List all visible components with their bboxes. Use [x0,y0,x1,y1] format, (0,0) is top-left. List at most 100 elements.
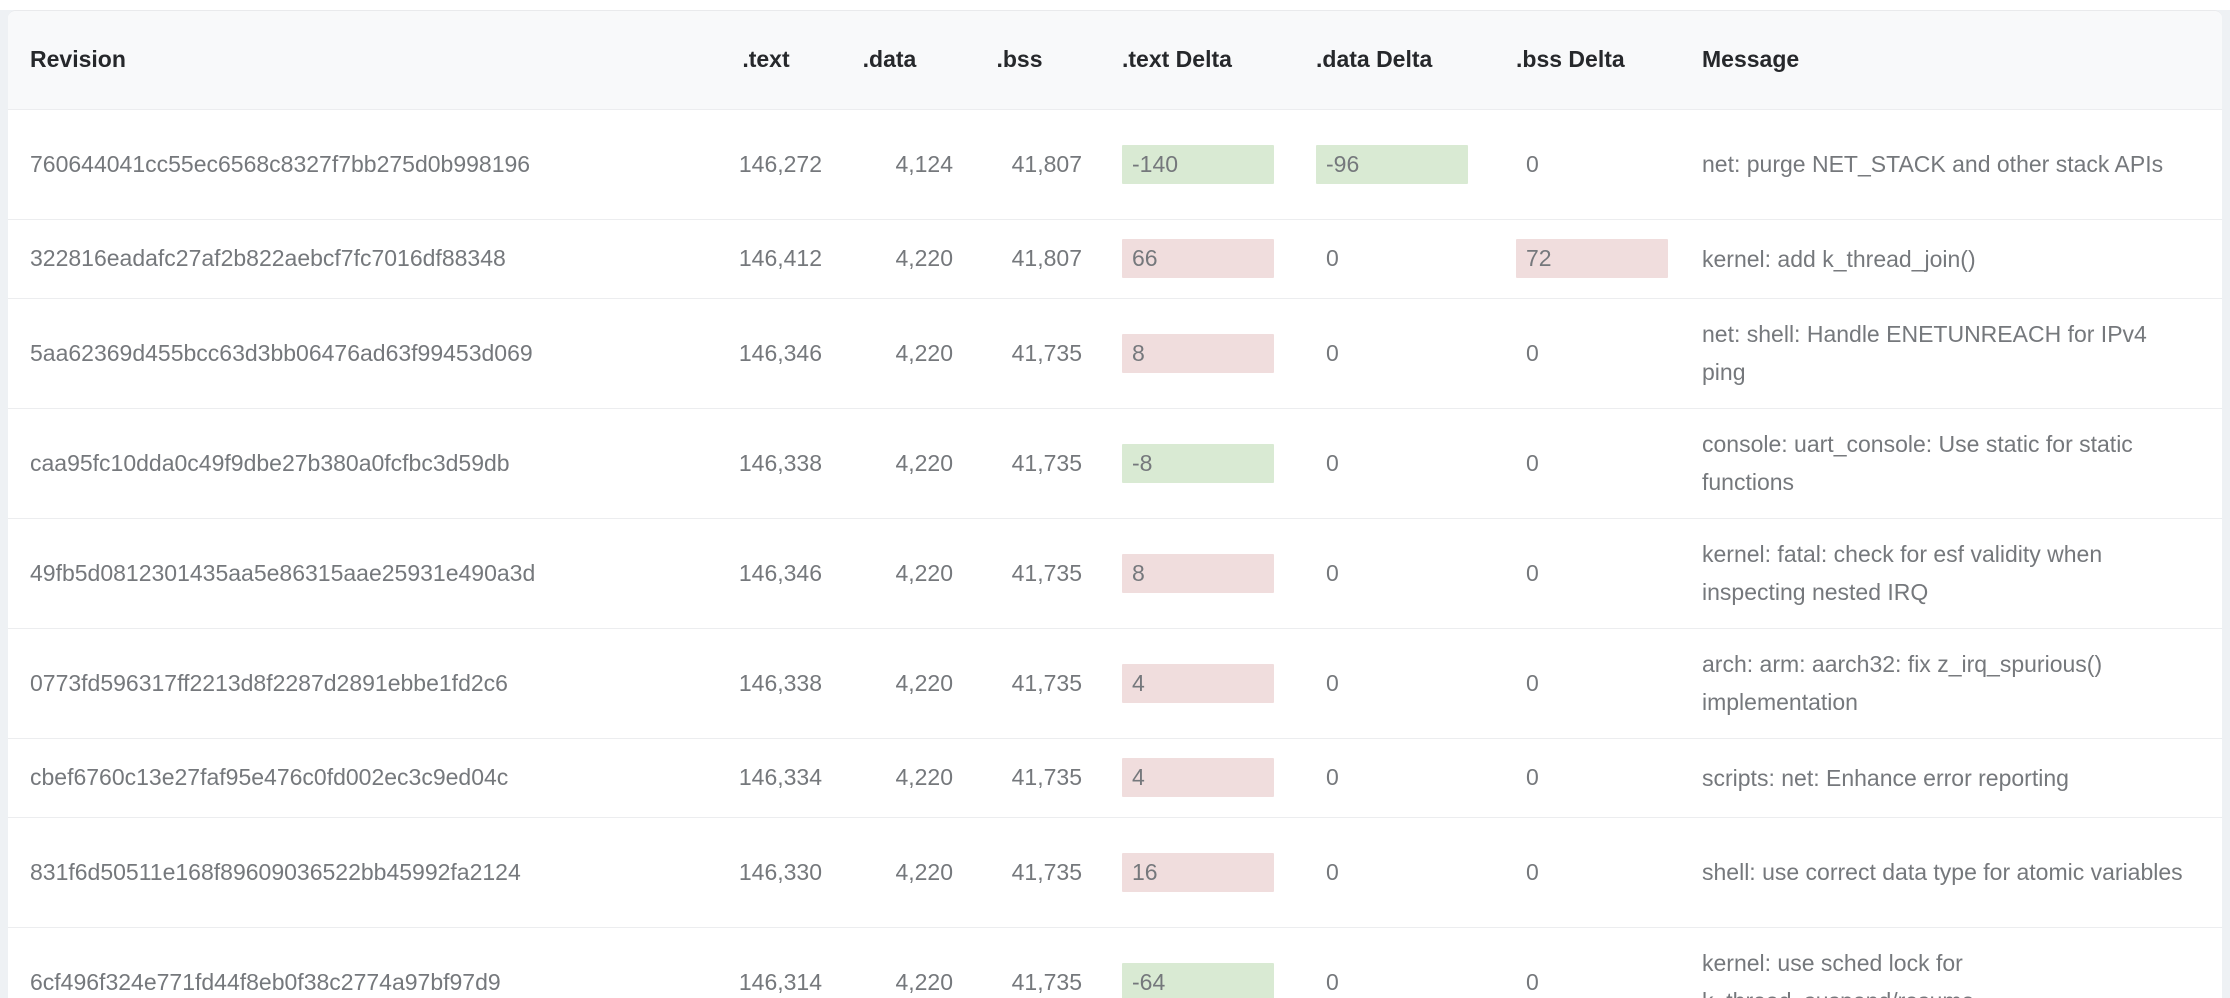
text-size-cell: 146,314 [708,926,824,998]
data-delta-badge: 0 [1326,339,1339,366]
table-row[interactable]: 0773fd596317ff2213d8f2287d2891ebbe1fd2c6… [8,627,2222,738]
text-size-cell: 146,346 [708,297,824,408]
data-delta-badge: 0 [1326,764,1339,790]
column-header-bss-delta: .bss Delta [1516,46,1625,73]
revision-cell[interactable]: caa95fc10dda0c49f9dbe27b380a0fcfbc3d59db [8,407,708,518]
text-delta-cell: 4 [1084,627,1300,738]
data-size-cell: 4,220 [824,407,955,518]
message-cell: kernel: add k_thread_join() [1702,218,2222,298]
table-row[interactable]: caa95fc10dda0c49f9dbe27b380a0fcfbc3d59db… [8,407,2222,518]
bss-size-cell: 41,735 [955,926,1084,998]
data-delta-badge: 0 [1326,559,1339,586]
revision-cell[interactable]: 760644041cc55ec6568c8327f7bb275d0b998196 [8,108,708,219]
table-row[interactable]: 760644041cc55ec6568c8327f7bb275d0b998196… [8,108,2222,219]
data-delta-badge: 0 [1326,669,1339,696]
revision-cell[interactable]: 5aa62369d455bcc63d3bb06476ad63f99453d069 [8,297,708,408]
bss-delta-badge: 0 [1526,559,1539,586]
text-delta-badge: 4 [1122,758,1274,797]
table-row[interactable]: 5aa62369d455bcc63d3bb06476ad63f99453d069… [8,297,2222,408]
message-cell: net: shell: Handle ENETUNREACH for IPv4 … [1702,297,2222,408]
text-delta-cell: 16 [1084,816,1300,927]
bss-delta-cell: 0 [1490,517,1702,628]
bss-delta-badge: 0 [1526,968,1539,995]
column-header-revision: Revision [30,46,126,73]
table-row[interactable]: 831f6d50511e168f89609036522bb45992fa2124… [8,816,2222,927]
data-size-cell: 4,220 [824,627,955,738]
table-row[interactable]: 6cf496f324e771fd44f8eb0f38c2774a97bf97d9… [8,926,2222,998]
message-cell: shell: use correct data type for atomic … [1702,816,2222,927]
bss-delta-cell: 0 [1490,926,1702,998]
data-delta-cell: 0 [1300,297,1490,408]
message-cell: kernel: use sched lock for k_thread_susp… [1702,926,2222,998]
text-size-cell: 146,334 [708,737,824,817]
bss-size-cell: 41,735 [955,407,1084,518]
message-cell: arch: arm: aarch32: fix z_irq_spurious()… [1702,627,2222,738]
data-delta-cell: 0 [1300,407,1490,518]
data-size-cell: 4,220 [824,218,955,298]
column-header-text-delta: .text Delta [1122,46,1232,73]
text-size-cell: 146,330 [708,816,824,927]
data-delta-badge: 0 [1326,858,1339,885]
bss-delta-cell: 0 [1490,297,1702,408]
text-delta-badge: 16 [1122,852,1274,892]
column-header-data: .data [862,46,917,73]
data-size-cell: 4,220 [824,737,955,817]
data-delta-cell: 0 [1300,926,1490,998]
data-delta-cell: 0 [1300,816,1490,927]
text-size-cell: 146,338 [708,407,824,518]
bss-size-cell: 41,735 [955,816,1084,927]
bss-delta-cell: 0 [1490,816,1702,927]
table-row[interactable]: 322816eadafc27af2b822aebcf7fc7016df88348… [8,218,2222,298]
data-delta-cell: 0 [1300,218,1490,298]
text-size-cell: 146,272 [708,108,824,219]
text-delta-cell: -64 [1084,926,1300,998]
table-header-row: Revision .text .data .bss .text Delta .d… [8,11,2222,109]
column-header-data-delta: .data Delta [1316,46,1433,73]
text-delta-badge: -140 [1122,144,1274,184]
text-size-cell: 146,338 [708,627,824,738]
data-delta-badge: 0 [1326,968,1339,995]
revision-cell[interactable]: cbef6760c13e27faf95e476c0fd002ec3c9ed04c [8,737,708,817]
revision-table-card: Revision .text .data .bss .text Delta .d… [8,10,2222,998]
text-delta-badge: 4 [1122,663,1274,703]
data-delta-cell: 0 [1300,737,1490,817]
text-size-cell: 146,346 [708,517,824,628]
revision-cell[interactable]: 6cf496f324e771fd44f8eb0f38c2774a97bf97d9 [8,926,708,998]
page-background: Revision .text .data .bss .text Delta .d… [0,10,2230,998]
bss-delta-badge: 0 [1526,669,1539,696]
bss-delta-badge: 72 [1516,239,1668,278]
column-header-text: .text [742,46,790,73]
data-size-cell: 4,220 [824,297,955,408]
text-size-cell: 146,412 [708,218,824,298]
message-cell: kernel: fatal: check for esf validity wh… [1702,517,2222,628]
bss-delta-cell: 0 [1490,737,1702,817]
text-delta-cell: 8 [1084,297,1300,408]
column-header-bss: .bss [996,46,1043,73]
data-delta-badge: 0 [1326,449,1339,476]
data-delta-cell: 0 [1300,627,1490,738]
bss-delta-cell: 0 [1490,627,1702,738]
text-delta-badge: 66 [1122,239,1274,278]
bss-delta-badge: 0 [1526,449,1539,476]
bss-size-cell: 41,735 [955,297,1084,408]
revision-cell[interactable]: 322816eadafc27af2b822aebcf7fc7016df88348 [8,218,708,298]
bss-delta-badge: 0 [1526,150,1539,177]
bss-size-cell: 41,735 [955,737,1084,817]
revision-size-table: Revision .text .data .bss .text Delta .d… [8,11,2222,998]
table-row[interactable]: 49fb5d0812301435aa5e86315aae25931e490a3d… [8,517,2222,628]
text-delta-badge: -64 [1122,962,1274,998]
revision-cell[interactable]: 49fb5d0812301435aa5e86315aae25931e490a3d [8,517,708,628]
table-row[interactable]: cbef6760c13e27faf95e476c0fd002ec3c9ed04c… [8,737,2222,817]
text-delta-badge: 8 [1122,553,1274,593]
data-size-cell: 4,220 [824,926,955,998]
revision-cell[interactable]: 0773fd596317ff2213d8f2287d2891ebbe1fd2c6 [8,627,708,738]
bss-size-cell: 41,735 [955,517,1084,628]
bss-delta-cell: 72 [1490,218,1702,298]
revision-cell[interactable]: 831f6d50511e168f89609036522bb45992fa2124 [8,816,708,927]
data-delta-cell: 0 [1300,517,1490,628]
bss-size-cell: 41,735 [955,627,1084,738]
column-header-message: Message [1702,46,1800,73]
bss-size-cell: 41,807 [955,218,1084,298]
data-delta-cell: -96 [1300,108,1490,219]
data-delta-badge: -96 [1316,144,1468,184]
